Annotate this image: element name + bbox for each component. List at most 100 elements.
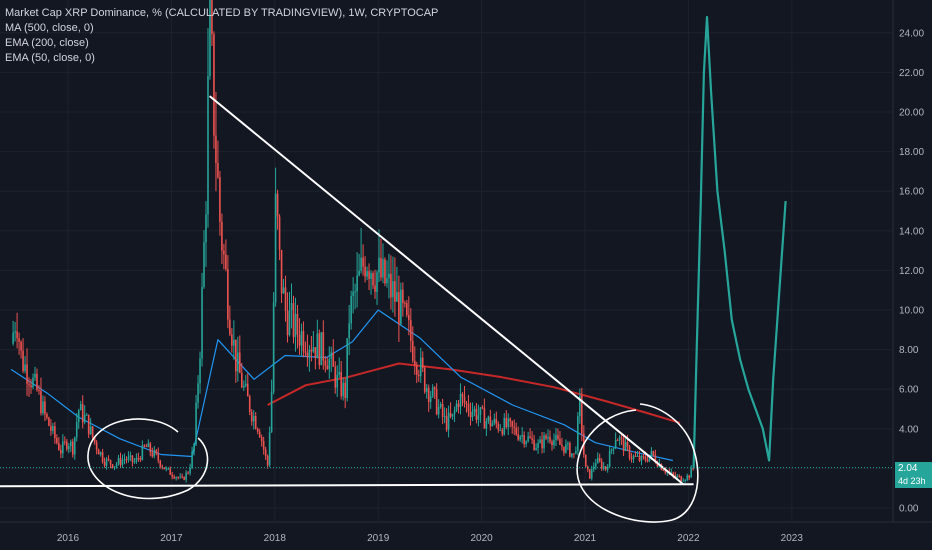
candle-body: [302, 330, 305, 352]
candle-body: [328, 358, 331, 370]
candle-body: [260, 437, 263, 442]
x-axis[interactable]: 2016 2017 2018 2019 2020 2021 2022 2023: [57, 533, 803, 544]
y-tick-label: 12.00: [899, 266, 924, 277]
candle-body: [314, 347, 317, 359]
candle-body: [127, 456, 130, 461]
candle-body: [427, 387, 430, 402]
candle-body: [18, 338, 20, 342]
candle-body: [40, 390, 42, 414]
candle-body: [191, 451, 193, 469]
candle-body: [215, 135, 217, 164]
candle-body: [229, 319, 231, 335]
candle-body: [262, 441, 265, 450]
candle-body: [26, 364, 28, 384]
candle-body: [571, 453, 573, 457]
candle-body: [66, 441, 68, 450]
legend-ma500[interactable]: MA (500, close, 0): [5, 22, 94, 34]
candle-body: [101, 452, 104, 462]
candle-body: [527, 436, 529, 442]
candle-body: [610, 449, 613, 451]
candle-body: [463, 396, 466, 404]
candle-body: [445, 416, 448, 430]
bar-countdown: 4d 23h: [898, 476, 926, 486]
candle-body: [553, 440, 555, 446]
candle-body: [459, 393, 462, 407]
candle-body: [300, 330, 303, 346]
candle-body: [242, 385, 245, 388]
candle-body: [187, 472, 189, 474]
candle-body: [592, 466, 595, 470]
candle-body: [334, 366, 337, 388]
candle-body: [199, 358, 201, 384]
candle-body: [95, 442, 98, 450]
candle-body: [298, 334, 301, 346]
candle-body: [254, 415, 257, 429]
candle-body: [175, 477, 177, 479]
candle-body: [237, 352, 239, 372]
candle-body: [686, 475, 689, 480]
candle-body: [678, 476, 681, 478]
candle-body: [348, 323, 350, 339]
candle-body: [411, 340, 414, 361]
candle-body: [171, 474, 173, 477]
candle-body: [423, 367, 426, 392]
candle-body: [342, 382, 345, 397]
candle-body: [551, 441, 553, 446]
candle-body: [123, 459, 126, 461]
candle-body: [511, 421, 514, 427]
candle-body: [364, 266, 366, 277]
candle-body: [185, 472, 187, 480]
candle-body: [336, 374, 339, 388]
candle-body: [167, 468, 170, 470]
y-axis[interactable]: 0.002.004.006.008.0010.0012.0014.0016.00…: [899, 28, 924, 514]
candle-body: [429, 396, 432, 402]
candle-body: [688, 475, 690, 478]
candle-body: [384, 259, 386, 284]
candle-body: [288, 309, 291, 336]
candle-body: [246, 383, 249, 397]
descending-trendline: [209, 95, 684, 486]
candle-body: [268, 432, 271, 466]
candle-body: [221, 221, 223, 251]
candle-body: [141, 445, 144, 460]
candle-body: [378, 257, 380, 273]
candle-body: [579, 395, 581, 417]
candle-body: [338, 372, 341, 375]
candle-body: [16, 331, 18, 339]
candle-body: [213, 34, 215, 136]
candle-body: [42, 401, 44, 414]
x-tick-label: 2020: [470, 533, 493, 544]
candle-body: [195, 402, 197, 444]
legend-ema50[interactable]: EMA (50, close, 0): [5, 52, 95, 64]
candle-body: [12, 332, 14, 344]
candle-body: [340, 372, 343, 397]
candle-body: [121, 459, 124, 465]
candle-body: [606, 466, 609, 470]
candle-body: [398, 292, 400, 324]
candle-body: [588, 469, 591, 479]
candle-body: [493, 418, 496, 424]
candle-body: [225, 254, 227, 270]
y-tick-label: 22.00: [899, 68, 924, 79]
candle-body: [447, 412, 450, 430]
candle-body: [531, 438, 533, 440]
legend-ema200[interactable]: EMA (200, close): [5, 37, 89, 49]
candle-body: [143, 445, 146, 447]
candle-body: [509, 418, 512, 422]
candle-body: [181, 476, 183, 478]
candle-body: [419, 357, 422, 377]
candle-body: [441, 403, 444, 417]
candle-body: [648, 456, 651, 462]
candle-body: [425, 387, 428, 392]
candle-body: [415, 365, 418, 375]
candle-body: [421, 357, 424, 368]
x-tick-label: 2018: [264, 533, 287, 544]
candle-body: [590, 469, 593, 479]
candle-body: [161, 466, 164, 468]
candle-body: [473, 408, 476, 412]
candle-body: [240, 372, 243, 388]
y-tick-label: 0.00: [899, 504, 919, 515]
candle-body: [431, 387, 434, 397]
